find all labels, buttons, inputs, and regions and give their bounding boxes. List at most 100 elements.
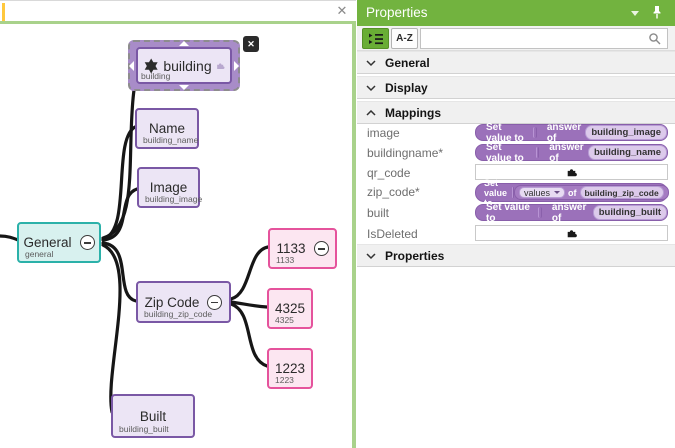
node-sublabel: 1133 — [276, 255, 295, 265]
node-sublabel: building_image — [145, 194, 203, 204]
tree-edges — [0, 88, 270, 414]
node-name[interactable]: Name building_name — [135, 108, 199, 149]
block-value-pill[interactable]: building_name — [587, 145, 667, 160]
mapping-block[interactable]: Set value to values of building_zip_code — [475, 178, 669, 208]
node-label: 4325 — [274, 301, 306, 316]
mapping-row-qr-code: qr_code — [357, 163, 675, 183]
block-notch — [538, 207, 542, 218]
node-sublabel: building_zip_code — [144, 309, 213, 319]
block-action-label: Set value to — [486, 141, 524, 164]
mapping-row-isdeleted: IsDeleted — [357, 224, 675, 244]
node-label: 1223 — [274, 361, 306, 376]
mapping-block[interactable]: Set value to answer of building_name — [475, 141, 668, 164]
block-prefix-label: answer of — [546, 121, 582, 144]
chevron-down-icon — [366, 253, 376, 260]
node-label: General — [23, 235, 72, 250]
resize-arrow-up-icon[interactable] — [179, 41, 189, 46]
puzzle-icon — [567, 168, 577, 176]
section-label: Mappings — [385, 106, 441, 120]
search-input[interactable] — [425, 30, 645, 47]
mapping-row-built: built Set value to answer of building_bu… — [357, 201, 675, 224]
node-sublabel: 4325 — [275, 315, 294, 325]
node-image[interactable]: Image building_image — [137, 167, 203, 208]
mapping-row-zip-code: zip_code* Set value to values of buildin… — [357, 178, 675, 208]
node-zip-code[interactable]: Zip Code building_zip_code — [136, 281, 231, 323]
property-label: qr_code — [367, 166, 411, 180]
node-sublabel: general — [25, 249, 54, 259]
property-label: image — [367, 126, 400, 140]
properties-panel: Properties A-Z — [357, 0, 675, 448]
property-label: built — [367, 206, 390, 220]
puzzle-icon — [216, 62, 225, 69]
node-label: Image — [149, 180, 188, 195]
values-dropdown[interactable]: values — [519, 187, 566, 198]
mapping-block[interactable]: Set value to answer of building_built — [475, 201, 668, 224]
mapping-row-image: image Set value to answer of building_im… — [357, 121, 675, 144]
section-header-properties[interactable]: Properties — [357, 244, 675, 267]
panel-title: Properties — [366, 5, 428, 20]
resize-arrow-right-icon[interactable] — [234, 60, 239, 71]
node-building[interactable]: building — [136, 47, 232, 84]
node-building-selected[interactable]: building building — [128, 40, 240, 91]
block-sub-expression[interactable]: values of building_zip_code — [514, 185, 669, 200]
node-sublabel: building_built — [119, 424, 169, 434]
block-prefix-label: answer of — [551, 201, 587, 224]
block-action-label: Set value to — [486, 121, 524, 144]
section-label: General — [385, 56, 430, 70]
node-zip-1133[interactable]: 1133 1133 — [268, 228, 337, 269]
resize-arrow-left-icon[interactable] — [129, 60, 134, 71]
block-prefix-label: of — [568, 187, 577, 198]
chevron-up-icon — [366, 110, 376, 116]
node-label: Zip Code — [144, 294, 200, 310]
text-caret — [2, 3, 5, 22]
categorized-view-button[interactable] — [362, 28, 389, 49]
collapse-minus-button[interactable] — [207, 294, 223, 310]
section-label: Display — [385, 81, 428, 95]
section-header-mappings[interactable]: Mappings — [357, 101, 675, 124]
dropdown-arrow-icon — [554, 191, 561, 194]
section-header-display[interactable]: Display — [357, 76, 675, 99]
mapping-block[interactable]: Set value to answer of building_image — [475, 121, 668, 144]
document-tab-bar: ✕ — [0, 0, 356, 22]
empty-mapping-slot[interactable] — [475, 225, 668, 241]
block-prefix-label: answer of — [549, 141, 584, 164]
block-value-pill[interactable]: building_built — [592, 205, 667, 220]
section-header-general[interactable]: General — [357, 51, 675, 74]
node-general[interactable]: General general — [17, 222, 101, 263]
pin-icon[interactable] — [651, 5, 663, 20]
empty-mapping-slot[interactable] — [475, 164, 668, 180]
node-label: Built — [139, 408, 167, 424]
property-label: buildingname* — [367, 146, 444, 160]
puzzle-icon — [567, 229, 577, 237]
node-sublabel: 1223 — [275, 375, 294, 385]
collapse-minus-button[interactable] — [313, 241, 329, 256]
block-notch — [535, 147, 540, 158]
block-notch — [512, 187, 515, 198]
node-label: building — [163, 57, 212, 74]
block-notch — [533, 127, 537, 138]
resize-arrow-down-icon[interactable] — [179, 85, 189, 90]
block-value-pill[interactable]: building_zip_code — [579, 186, 664, 199]
properties-panel-header[interactable]: Properties — [357, 0, 675, 26]
section-label: Properties — [385, 249, 445, 263]
search-icon[interactable] — [648, 32, 662, 46]
block-value-pill[interactable]: building_image — [585, 125, 667, 140]
property-label: IsDeleted — [367, 227, 418, 241]
node-zip-4325[interactable]: 4325 4325 — [267, 288, 313, 329]
dropdown-value: values — [524, 187, 551, 198]
window-position-arrow-icon[interactable] — [631, 11, 639, 16]
collapse-minus-button[interactable] — [79, 235, 95, 250]
node-zip-1223[interactable]: 1223 1223 — [267, 348, 313, 389]
document-close-icon[interactable]: ✕ — [336, 3, 348, 18]
node-label: 1133 — [276, 241, 306, 256]
alphabetical-view-button[interactable]: A-Z — [391, 28, 418, 49]
node-built[interactable]: Built building_built — [111, 394, 195, 438]
property-label: zip_code* — [367, 185, 420, 199]
node-sublabel: building_name — [143, 135, 199, 145]
star-icon — [144, 58, 158, 73]
node-label: Name — [148, 121, 185, 136]
block-action-label: Set value to — [484, 177, 508, 208]
chevron-down-icon — [366, 60, 376, 67]
node-delete-button[interactable]: ✕ — [243, 36, 259, 52]
